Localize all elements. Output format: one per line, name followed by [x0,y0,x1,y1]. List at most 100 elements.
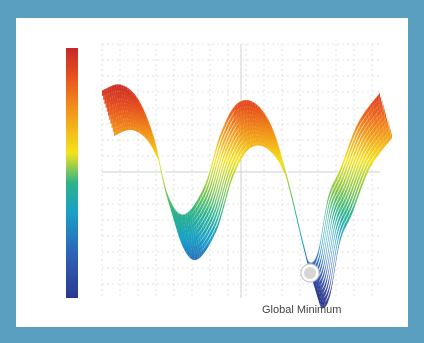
surface-band [203,221,206,232]
surface-band [344,159,347,170]
surface-band [323,291,325,299]
surface-band [352,143,355,155]
surface-band [243,99,245,106]
surface-band [239,100,242,108]
surface-band [202,217,205,228]
surface-band [353,134,356,146]
surface-band [201,225,204,235]
surface-band [353,156,356,168]
surface-band [371,116,374,126]
surface-band [318,280,320,288]
surface-band [379,144,383,154]
surface-band [350,208,352,218]
surface-band [226,115,228,126]
surface-band [350,157,352,169]
surface-band [364,107,368,117]
surface-band [228,123,231,134]
surface-band [273,130,276,141]
surface-band [378,140,381,150]
surface-band [345,171,347,183]
surface-band [232,162,234,172]
surface-band [318,285,320,293]
surface-band [225,158,228,169]
surface-band [379,133,383,143]
surface-band [236,102,238,110]
surface-band [319,285,321,292]
surface-band [321,293,322,301]
surface-band [246,99,249,106]
surface-band [374,128,378,138]
surface-band [341,168,343,178]
surface-band [211,205,213,216]
surface-band [223,150,225,161]
surface-band [252,101,254,108]
surface-band [355,195,357,206]
surface-band [323,296,325,304]
surface-band [235,155,238,165]
surface-band [169,197,172,208]
contour-line [101,83,381,263]
surface-band [216,221,218,232]
surface-band [231,131,233,142]
surface-band [342,180,344,190]
surface-band [375,132,379,142]
surface-band [370,127,374,137]
surface-band [340,164,342,174]
surface-band [226,134,229,145]
surface-band [230,174,232,185]
surface-band [198,217,201,227]
surface-band [208,217,211,228]
surface-band [369,123,373,133]
surface-band [348,192,350,202]
surface-band [227,146,230,156]
surface-band [212,222,215,232]
surface-band [121,84,124,92]
surface-band [228,166,230,177]
loss-landscape-plot [101,43,393,309]
surface-band [206,189,209,200]
surface-band [123,85,126,92]
surface-band [221,126,224,136]
surface-band [230,146,232,157]
surface-band [234,143,237,154]
surface-band [229,154,232,164]
surface-band [346,167,349,178]
surface-band [338,168,340,178]
surface-band [207,225,210,236]
surface-band [219,138,222,149]
surface-band [318,281,319,288]
surface-band [353,169,356,181]
surface-band [356,122,358,133]
surface-band [361,150,364,161]
surface-band [226,142,228,152]
surface-band [270,122,272,132]
surface-band [373,124,377,134]
surface-band [228,150,231,160]
surface-band [208,206,210,216]
surface-band [357,159,360,171]
surface-band [370,101,373,111]
surface-band [349,144,352,156]
surface-band [204,205,207,216]
surface-band [234,151,236,161]
surface-band [350,148,353,160]
surface-band [372,120,375,130]
surface-band [200,221,203,231]
surface-band [233,139,236,150]
surface-band [325,299,327,307]
loss-surface [101,83,393,309]
surface-band [367,115,370,125]
surface-band [347,188,349,198]
surface-band [348,200,350,210]
surface-band [204,194,207,204]
surface-band [224,126,226,137]
surface-band [360,114,363,125]
surface-band [369,112,373,122]
surface-band [356,190,359,202]
surface-band [346,196,349,206]
surface-band [127,87,130,95]
global-minimum-label: Global Minimum [262,304,342,316]
surface-band [352,204,354,214]
surface-band [322,297,324,304]
surface-band [205,217,208,228]
